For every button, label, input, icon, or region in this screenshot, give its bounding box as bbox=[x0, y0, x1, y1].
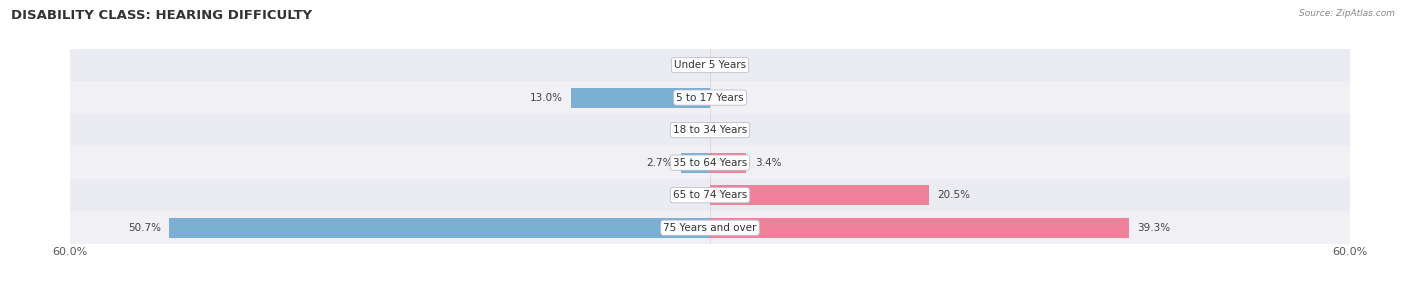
Text: 0.0%: 0.0% bbox=[675, 190, 702, 200]
Bar bbox=[70, 49, 1350, 81]
Bar bbox=[70, 114, 1350, 146]
Text: 0.0%: 0.0% bbox=[718, 60, 745, 70]
Bar bbox=[70, 146, 1350, 179]
Text: 2.7%: 2.7% bbox=[647, 158, 672, 168]
Text: 18 to 34 Years: 18 to 34 Years bbox=[673, 125, 747, 135]
Bar bbox=[710, 152, 747, 173]
Bar bbox=[70, 211, 1350, 244]
Text: 65 to 74 Years: 65 to 74 Years bbox=[673, 190, 747, 200]
Bar bbox=[170, 218, 710, 238]
Text: 13.0%: 13.0% bbox=[530, 93, 562, 102]
Text: 35 to 64 Years: 35 to 64 Years bbox=[673, 158, 747, 168]
Bar bbox=[710, 185, 928, 205]
Bar bbox=[70, 81, 1350, 114]
Bar bbox=[571, 88, 710, 108]
Text: 0.0%: 0.0% bbox=[675, 60, 702, 70]
Text: 75 Years and over: 75 Years and over bbox=[664, 223, 756, 233]
Text: 0.0%: 0.0% bbox=[718, 125, 745, 135]
Text: Source: ZipAtlas.com: Source: ZipAtlas.com bbox=[1299, 9, 1395, 18]
Text: 0.0%: 0.0% bbox=[718, 93, 745, 102]
Text: 5 to 17 Years: 5 to 17 Years bbox=[676, 93, 744, 102]
Bar bbox=[682, 152, 710, 173]
Bar bbox=[70, 179, 1350, 211]
Text: 50.7%: 50.7% bbox=[128, 223, 160, 233]
Bar bbox=[710, 218, 1129, 238]
Text: 39.3%: 39.3% bbox=[1137, 223, 1171, 233]
Text: Under 5 Years: Under 5 Years bbox=[673, 60, 747, 70]
Text: DISABILITY CLASS: HEARING DIFFICULTY: DISABILITY CLASS: HEARING DIFFICULTY bbox=[11, 9, 312, 22]
Text: 3.4%: 3.4% bbox=[755, 158, 782, 168]
Text: 0.0%: 0.0% bbox=[675, 125, 702, 135]
Text: 20.5%: 20.5% bbox=[938, 190, 970, 200]
